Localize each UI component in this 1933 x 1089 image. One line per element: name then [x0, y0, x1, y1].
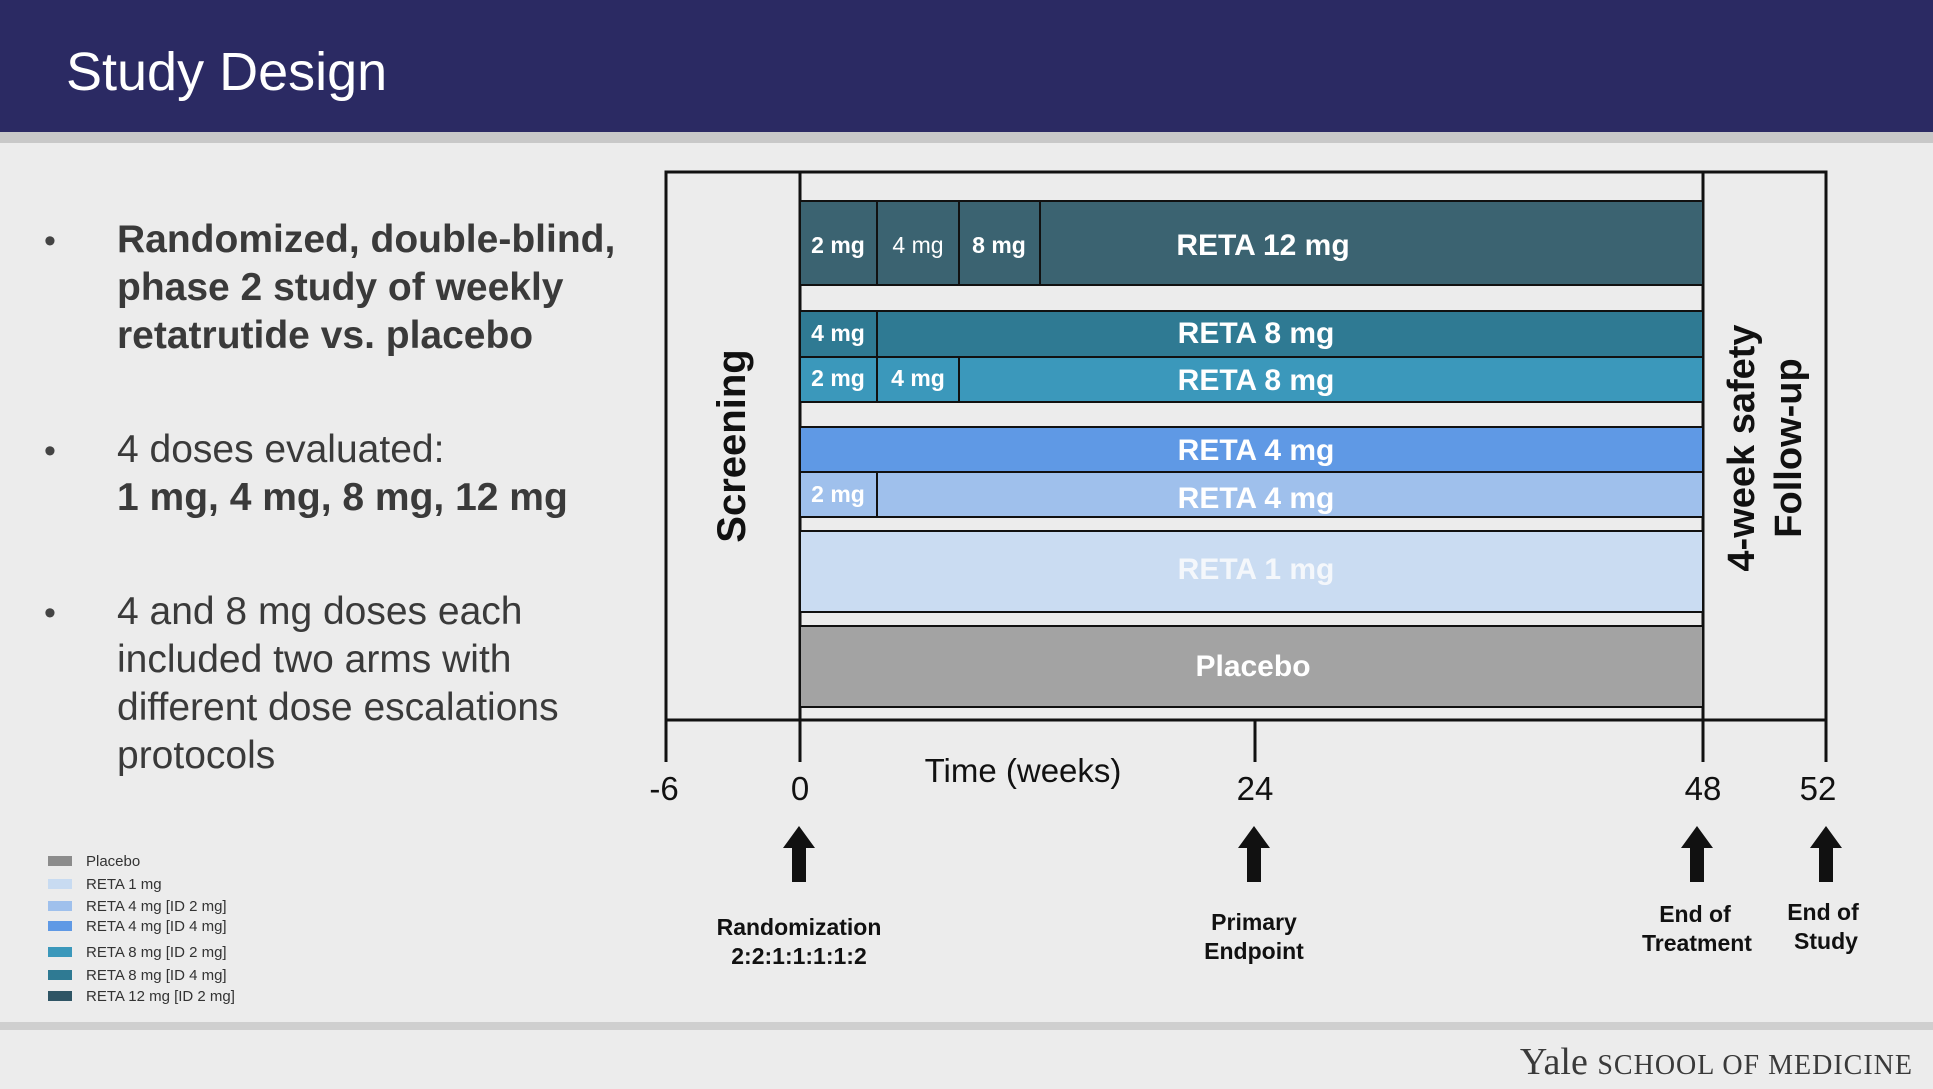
- up-arrow-icon: [1681, 826, 1713, 882]
- milestone-randomization: Randomization 2:2:1:1:1:1:2: [717, 826, 882, 969]
- tick-label: 24: [1237, 770, 1274, 807]
- legend-swatch: [48, 901, 72, 911]
- step-label: 8 mg: [972, 232, 1026, 258]
- bullet-1-line-1: Randomized, double-blind,: [117, 218, 616, 261]
- arm-label: RETA 4 mg: [1178, 434, 1335, 467]
- header-bar: Study Design: [0, 0, 1933, 132]
- milestone-label-line-2: 2:2:1:1:1:1:2: [731, 943, 867, 969]
- step-label: 2 mg: [811, 481, 865, 507]
- bullet-3-line-3: different dose escalations: [117, 686, 559, 729]
- logo-school: SCHOOL OF MEDICINE: [1597, 1050, 1913, 1081]
- legend-swatch: [48, 947, 72, 957]
- tick-label: 52: [1800, 770, 1837, 807]
- milestone-end-of-treatment: End of Treatment: [1642, 826, 1752, 956]
- step-label: 2 mg: [811, 365, 865, 391]
- milestone-end-of-study: End of Study: [1787, 826, 1859, 954]
- bullet-2-line-1: 4 doses evaluated:: [117, 428, 445, 471]
- legend-swatch: [48, 879, 72, 889]
- step-label: 4 mg: [811, 320, 865, 346]
- arm-label: RETA 12 mg: [1176, 229, 1349, 262]
- legend-item: RETA 4 mg [ID 4 mg]: [48, 917, 227, 935]
- milestone-label-line-1: End of: [1659, 901, 1731, 927]
- bullet-1-line-3: retatrutide vs. placebo: [117, 314, 534, 357]
- bullet-3-line-1: 4 and 8 mg doses each: [117, 590, 523, 633]
- arm-label: RETA 4 mg: [1178, 482, 1335, 515]
- legend-item: RETA 8 mg [ID 2 mg]: [48, 943, 227, 961]
- slide-title: Study Design: [66, 42, 388, 102]
- legend-item: RETA 12 mg [ID 2 mg]: [48, 987, 235, 1005]
- milestone-label-line-1: Randomization: [717, 914, 882, 940]
- legend-item: RETA 1 mg: [48, 875, 162, 893]
- arm-bar: [799, 200, 1704, 286]
- arm-reta-8-id2: 2 mg 4 mg RETA 8 mg: [799, 356, 1704, 403]
- bullet-marker: •: [44, 432, 56, 470]
- bullet-3-line-4: protocols: [117, 734, 276, 777]
- milestone-label-line-2: Study: [1794, 928, 1858, 954]
- bullet-marker: •: [44, 594, 56, 632]
- tick-label: -6: [649, 770, 678, 807]
- bullet-1-line-2: phase 2 study of weekly: [117, 266, 564, 309]
- step-label: 4 mg: [892, 232, 943, 258]
- arm-label: RETA 8 mg: [1178, 317, 1335, 350]
- milestone-primary-endpoint: Primary Endpoint: [1204, 826, 1304, 964]
- step-label: 4 mg: [891, 365, 945, 391]
- bullet-2-line-2: 1 mg, 4 mg, 8 mg, 12 mg: [117, 476, 568, 519]
- followup-label-line-1: 4-week safety: [1721, 324, 1763, 571]
- arm-bar: [799, 530, 1704, 613]
- arm-bar: [799, 426, 1704, 473]
- bullet-1-text: Randomized, double-blind, phase 2 study …: [117, 216, 615, 360]
- legend-label: RETA 8 mg [ID 4 mg]: [86, 966, 227, 984]
- footer-divider: [0, 1022, 1933, 1030]
- tick-label: 48: [1685, 770, 1722, 807]
- arm-label: RETA 1 mg: [1178, 553, 1335, 586]
- bullet-3-text: 4 and 8 mg doses each included two arms …: [117, 588, 559, 780]
- time-axis: -6 0 24 48 52 Time (weeks): [649, 720, 1836, 807]
- arm-reta-4-id4: RETA 4 mg: [799, 426, 1704, 473]
- legend-item: Placebo: [48, 852, 141, 870]
- milestone-label-line-2: Treatment: [1642, 930, 1752, 956]
- legend-swatch: [48, 991, 72, 1001]
- legend-label: RETA 1 mg: [86, 875, 162, 893]
- bullet-3-line-2: included two arms with: [117, 638, 512, 681]
- legend-swatch: [48, 921, 72, 931]
- arm-bar: [799, 471, 1704, 518]
- arm-bar: [799, 310, 1704, 358]
- arm-placebo: Placebo: [799, 625, 1704, 708]
- arm-label: Placebo: [1195, 650, 1310, 683]
- followup-label-line-2: Follow-up: [1768, 358, 1810, 537]
- arm-label: RETA 8 mg: [1178, 364, 1335, 397]
- diagram-frame: [664, 170, 1828, 722]
- milestone-label-line-2: Endpoint: [1204, 938, 1304, 964]
- arm-reta-12: 2 mg 4 mg 8 mg RETA 12 mg: [799, 200, 1704, 286]
- step-label: 2 mg: [811, 232, 865, 258]
- yale-logo: Yale SCHOOL OF MEDICINE: [1520, 1040, 1913, 1084]
- logo-brand: Yale: [1519, 1041, 1588, 1083]
- arm-bar: [799, 356, 1704, 403]
- legend-label: RETA 4 mg [ID 4 mg]: [86, 917, 227, 935]
- arm-reta-4-id2: 2 mg RETA 4 mg: [799, 471, 1704, 518]
- axis-label: Time (weeks): [925, 752, 1122, 789]
- legend-label: RETA 4 mg [ID 2 mg]: [86, 897, 227, 915]
- legend-label: RETA 8 mg [ID 2 mg]: [86, 943, 227, 961]
- legend-swatch: [48, 856, 72, 866]
- tick-label: 0: [791, 770, 809, 807]
- screening-label: Screening: [710, 349, 754, 542]
- bullet-2-text: 4 doses evaluated: 1 mg, 4 mg, 8 mg, 12 …: [117, 426, 568, 522]
- legend-label: Placebo: [86, 852, 141, 870]
- legend-item: RETA 8 mg [ID 4 mg]: [48, 966, 227, 984]
- up-arrow-icon: [1810, 826, 1842, 882]
- legend-item: RETA 4 mg [ID 2 mg]: [48, 897, 227, 915]
- up-arrow-icon: [783, 826, 815, 882]
- milestone-label-line-1: End of: [1787, 899, 1859, 925]
- milestone-label-line-1: Primary: [1211, 909, 1297, 935]
- legend-swatch: [48, 970, 72, 980]
- bullet-marker: •: [44, 222, 56, 260]
- arm-reta-8-id4: 4 mg RETA 8 mg: [799, 310, 1704, 358]
- header-divider: [0, 132, 1933, 143]
- legend-label: RETA 12 mg [ID 2 mg]: [86, 987, 235, 1005]
- up-arrow-icon: [1238, 826, 1270, 882]
- arm-bar: [799, 625, 1704, 708]
- arm-reta-1: RETA 1 mg: [799, 530, 1704, 613]
